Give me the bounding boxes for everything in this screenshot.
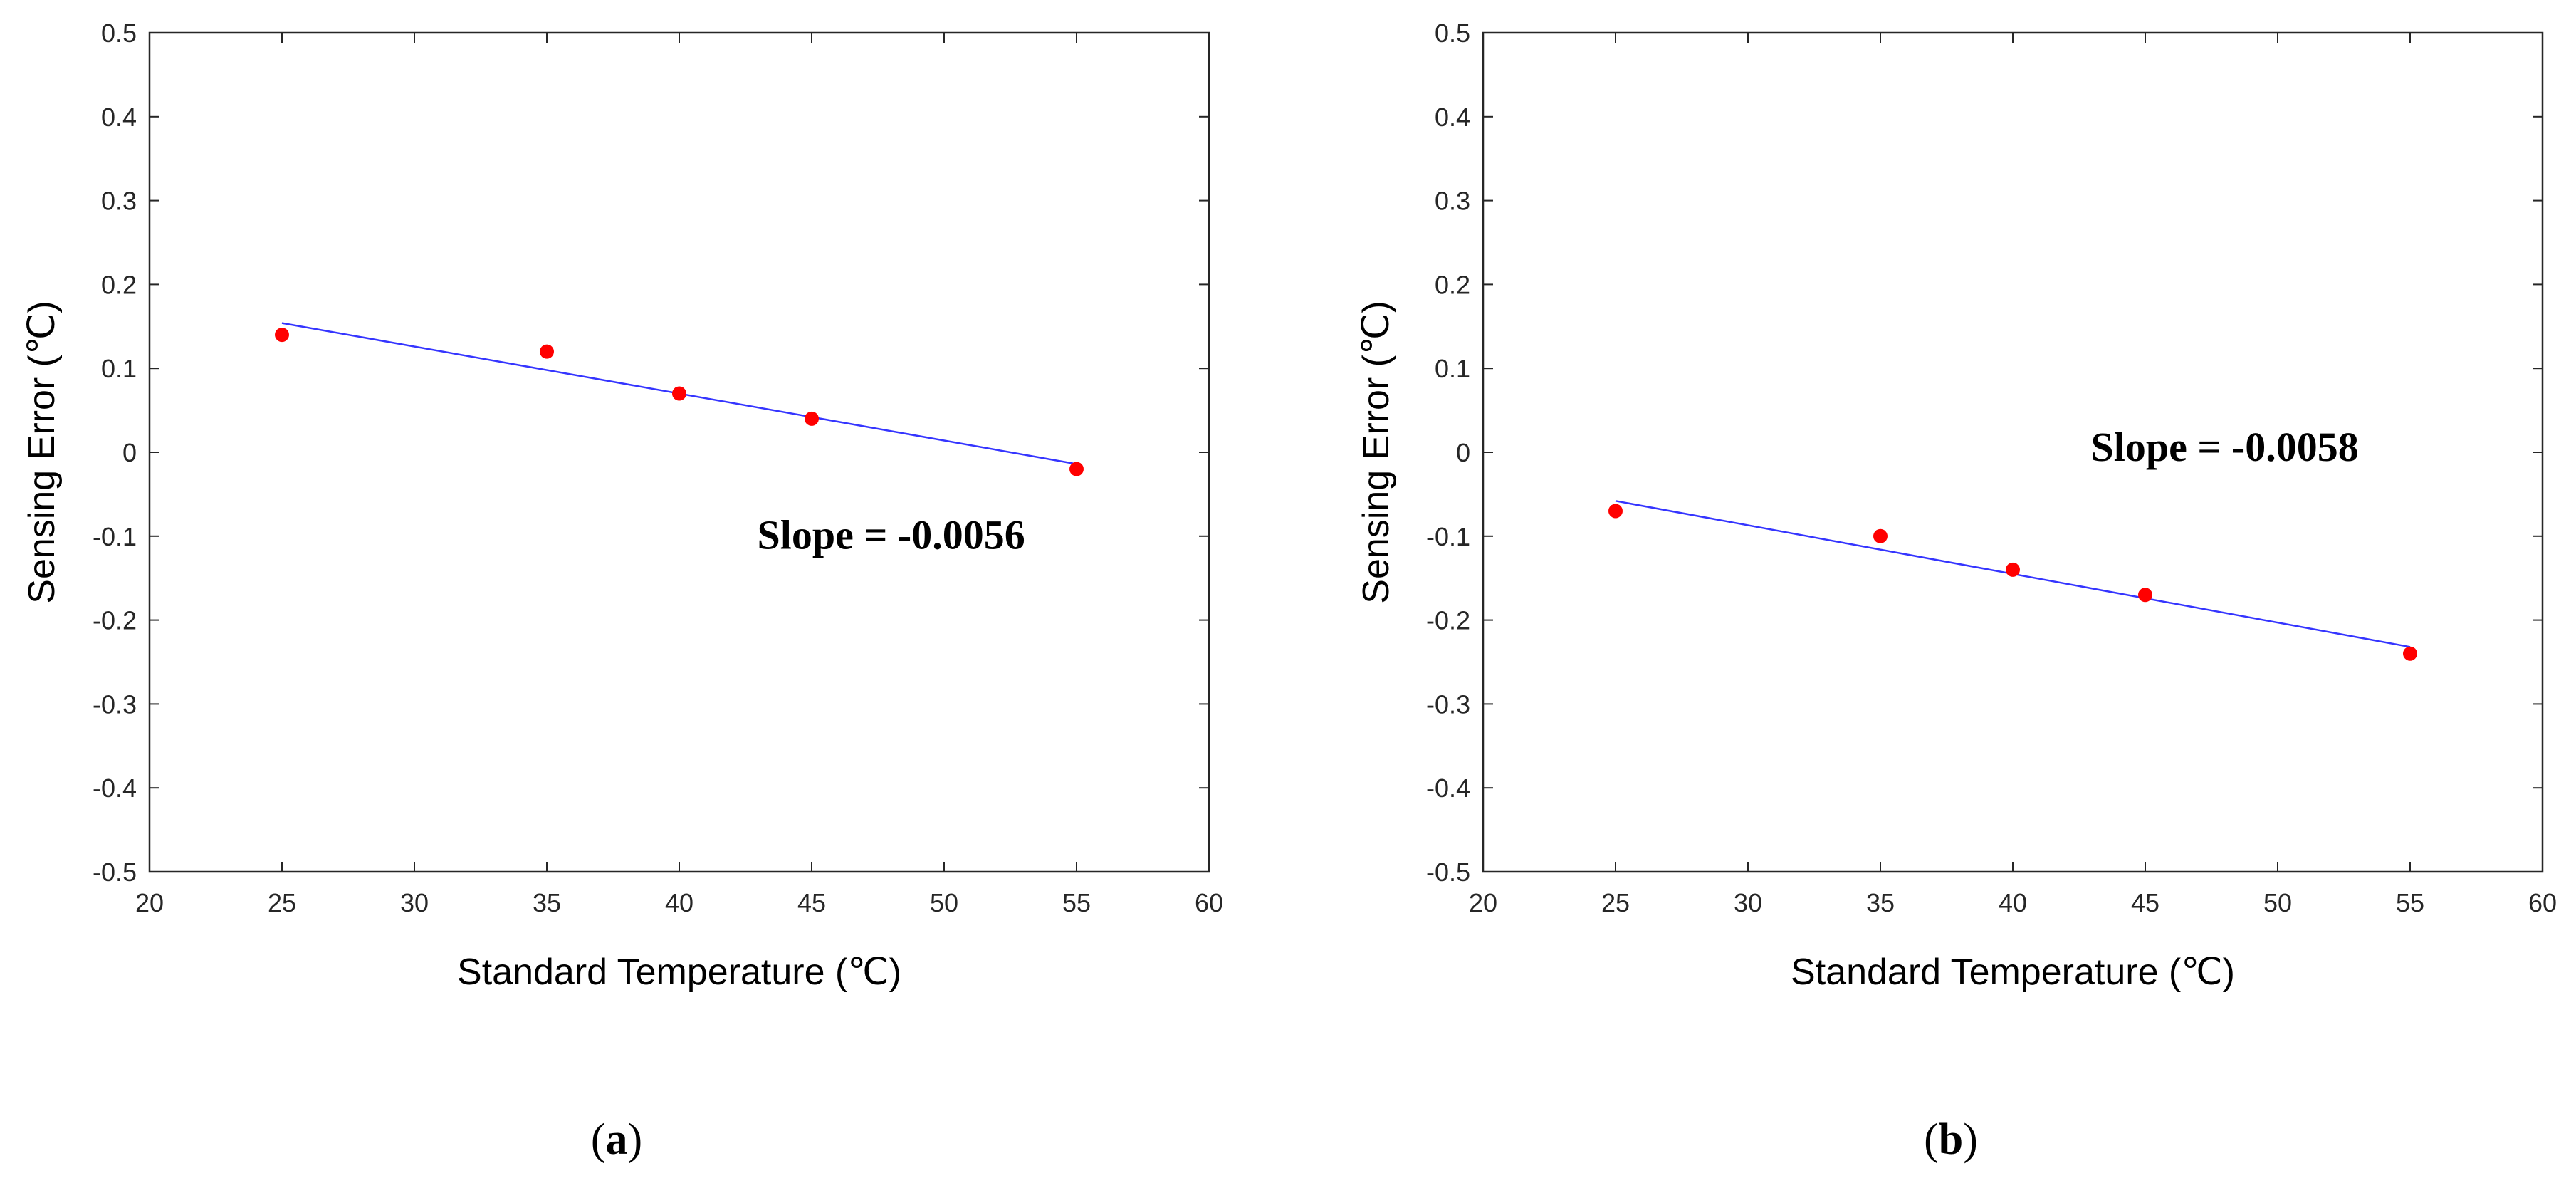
x-tick-label-b: 45: [2131, 888, 2159, 917]
x-tick-label-b: 40: [1999, 888, 2027, 917]
axes-box-b: [1482, 31, 2544, 873]
x-tick-label-a: 20: [135, 888, 164, 917]
x-tick-label-b: 25: [1601, 888, 1630, 917]
data-point-a: [275, 328, 289, 343]
y-tick-label-a: -0.5: [93, 858, 137, 887]
x-tick-label-a: 45: [797, 888, 826, 917]
data-point-b: [1608, 504, 1623, 519]
panel-label-b-letter: b: [1939, 1115, 1963, 1164]
y-tick-label-a: -0.3: [93, 689, 137, 719]
x-tick-label-b: 60: [2528, 888, 2557, 917]
y-tick-label-b: 0.2: [1435, 270, 1470, 299]
x-tick-labels-a: 20 25 30 35 40 45 50 55 60: [135, 888, 1223, 917]
y-tick-label-b: 0: [1456, 438, 1470, 467]
panel-label-a-close: ): [628, 1115, 643, 1164]
y-tick-labels-b: 0.5 0.4 0.3 0.2 0.1 0 -0.1 -0.2 -0.3 -0.4 -0.5: [1426, 19, 1470, 887]
y-tick-labels-a: 0.5 0.4 0.3 0.2 0.1 0 -0.1 -0.2 -0.3 -0.4 -0.5: [93, 19, 137, 887]
x-tick-label-a: 40: [665, 888, 693, 917]
x-tick-label-a: 55: [1062, 888, 1091, 917]
x-tick-label-b: 55: [2396, 888, 2424, 917]
x-tick-label-a: 50: [930, 888, 958, 917]
x-tick-label-b: 20: [1469, 888, 1497, 917]
data-point-b: [2403, 646, 2417, 661]
data-point-a: [672, 386, 686, 401]
x-tick-label-b: 30: [1734, 888, 1762, 917]
y-tick-label-a: 0.4: [101, 103, 137, 132]
panel-label-b-close: ): [1963, 1115, 1978, 1164]
y-tick-label-a: -0.1: [93, 522, 137, 551]
y-tick-label-a: -0.2: [93, 606, 137, 635]
data-point-b: [2006, 562, 2020, 577]
y-tick-label-a: 0.1: [101, 354, 137, 383]
y-tick-label-b: -0.5: [1426, 858, 1470, 887]
x-axis-title-a: Standard Temperature (℃): [457, 952, 901, 993]
slope-annotation-a: Slope = -0.0056: [757, 511, 1025, 558]
panel-label-a: (a): [591, 1115, 642, 1164]
y-tick-label-b: -0.2: [1426, 606, 1470, 635]
x-tick-label-b: 50: [2263, 888, 2292, 917]
y-tick-label-b: -0.1: [1426, 522, 1470, 551]
panel-label-a-open: (: [591, 1115, 606, 1164]
ticks-b: [1482, 32, 2543, 872]
y-tick-label-b: 0.4: [1435, 103, 1470, 132]
y-axis-title-a: Sensing Error (℃): [21, 301, 63, 603]
x-axis-title-b: Standard Temperature (℃): [1791, 952, 2235, 993]
y-tick-label-b: 0.1: [1435, 354, 1470, 383]
x-tick-label-a: 35: [533, 888, 561, 917]
y-tick-label-b: 0.3: [1435, 187, 1470, 216]
chart-panel-a: 20 25 30 35 40 45 50 55 60 0.5 0.4 0.3 0.2 0.1 0 -0.1 -…: [21, 19, 1223, 1164]
data-point-a: [540, 344, 554, 359]
data-points-b: [1608, 504, 2417, 661]
y-tick-label-b: -0.4: [1426, 773, 1470, 803]
data-points-a: [275, 328, 1084, 476]
y-tick-label-a: 0.3: [101, 187, 137, 216]
x-tick-label-a: 30: [400, 888, 429, 917]
y-tick-label-b: -0.3: [1426, 689, 1470, 719]
x-tick-label-b: 35: [1866, 888, 1895, 917]
data-point-b: [2138, 588, 2152, 603]
y-tick-label-a: 0.2: [101, 270, 137, 299]
panel-label-b-open: (: [1924, 1115, 1939, 1164]
data-point-a: [1069, 462, 1084, 476]
y-tick-label-b: 0.5: [1435, 19, 1470, 48]
y-tick-label-a: 0: [122, 438, 137, 467]
axes-box-a: [148, 31, 1210, 873]
chart-panel-b: 20 25 30 35 40 45 50 55 60 0.5 0.4 0.3 0.2 0.1 0 -0.1 -…: [1356, 19, 2557, 1164]
y-tick-label-a: -0.4: [93, 773, 137, 803]
ticks-a: [149, 32, 1210, 872]
y-axis-title-b: Sensing Error (℃): [1356, 301, 1397, 603]
data-point-b: [1873, 528, 1888, 543]
slope-annotation-b: Slope = -0.0058: [2090, 424, 2358, 470]
x-tick-labels-b: 20 25 30 35 40 45 50 55 60: [1469, 888, 2557, 917]
y-tick-label-a: 0.5: [101, 19, 137, 48]
data-point-a: [805, 411, 819, 426]
x-tick-label-a: 60: [1195, 888, 1223, 917]
panel-label-a-letter: a: [606, 1115, 628, 1164]
x-tick-label-a: 25: [268, 888, 296, 917]
panel-label-b: (b): [1924, 1115, 1978, 1164]
